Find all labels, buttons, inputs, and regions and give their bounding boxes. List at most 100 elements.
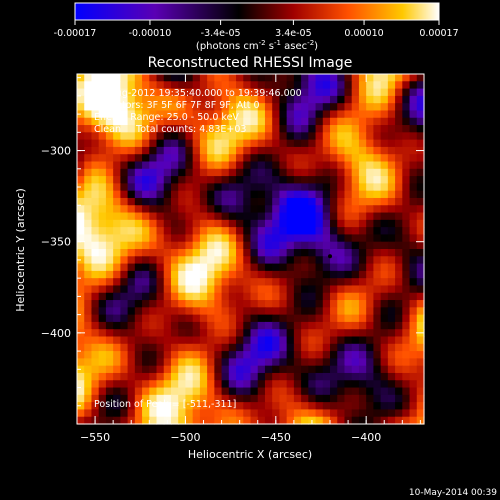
heatmap-cell — [344, 380, 353, 389]
heatmap-cell — [113, 409, 121, 418]
heatmap-cell — [214, 416, 223, 425]
heatmap-cell — [221, 278, 230, 287]
heatmap-cell — [163, 110, 172, 119]
heatmap-cell — [387, 168, 396, 177]
heatmap-cell — [149, 154, 158, 163]
heatmap-cell — [142, 416, 150, 425]
heatmap-cell — [91, 314, 100, 323]
heatmap-cell — [185, 183, 194, 192]
heatmap-cell — [395, 263, 403, 272]
heatmap-cell — [105, 409, 114, 418]
heatmap-cell — [105, 321, 114, 330]
heatmap-cell — [84, 365, 93, 374]
heatmap-cell — [214, 249, 223, 257]
heatmap-cell — [142, 278, 150, 287]
heatmap-cell — [380, 343, 389, 352]
heatmap-cell — [142, 292, 150, 301]
heatmap-cell — [228, 329, 237, 338]
heatmap-cell — [293, 300, 302, 308]
heatmap-cell — [170, 351, 179, 359]
heatmap-cell — [301, 81, 309, 90]
heatmap-cell — [113, 387, 121, 396]
heatmap-cell — [134, 292, 143, 301]
heatmap-cell — [293, 365, 302, 374]
heatmap-cell — [395, 249, 403, 257]
heatmap-cell — [344, 402, 353, 411]
heatmap-cell — [207, 278, 215, 287]
heatmap-cell — [301, 285, 309, 294]
heatmap-cell — [264, 292, 273, 301]
heatmap-cell — [105, 380, 114, 389]
heatmap-cell — [228, 212, 237, 221]
heatmap-cell — [178, 168, 187, 177]
heatmap-cell — [199, 95, 208, 104]
heatmap-cell — [272, 321, 281, 330]
heatmap-cell — [337, 146, 346, 155]
heatmap-cell — [120, 351, 129, 359]
heatmap-cell — [402, 168, 411, 177]
heatmap-cell — [199, 256, 208, 265]
heatmap-cell — [293, 132, 302, 141]
heatmap-cell — [250, 358, 259, 367]
heatmap-cell — [387, 95, 396, 104]
heatmap-cell — [301, 212, 309, 221]
heatmap-cell — [264, 387, 273, 396]
heatmap-cell — [214, 256, 223, 265]
heatmap-cell — [156, 380, 165, 389]
heatmap-cell — [380, 285, 389, 294]
heatmap-cell — [228, 358, 237, 367]
heatmap-cell — [366, 351, 374, 359]
heatmap-cell — [134, 197, 143, 206]
heatmap-cell — [409, 263, 418, 272]
heatmap-cell — [199, 249, 208, 257]
heatmap-cell — [207, 212, 215, 221]
heatmap-cell — [134, 212, 143, 221]
heatmap-cell — [322, 205, 331, 214]
heatmap-cell — [344, 190, 353, 199]
heatmap-cell — [170, 372, 179, 381]
heatmap-cell — [293, 117, 302, 126]
heatmap-cell — [264, 234, 273, 243]
heatmap-cell — [272, 234, 281, 243]
heatmap-cell — [214, 212, 223, 221]
heatmap-cell — [395, 300, 403, 308]
heatmap-cell — [293, 139, 302, 148]
heatmap-cell — [344, 358, 353, 367]
heatmap-cell — [207, 117, 215, 126]
heatmap-cell — [250, 336, 259, 345]
heatmap-cell — [178, 154, 187, 163]
heatmap-cell — [330, 234, 338, 243]
heatmap-cell — [185, 270, 194, 279]
heatmap-cell — [257, 219, 266, 228]
heatmap-cell — [120, 219, 129, 228]
annotation-counts: Clean Total counts: 4.83E+03 — [94, 124, 246, 135]
heatmap-cell — [221, 241, 230, 250]
heatmap-cell — [207, 249, 215, 257]
heatmap-cell — [77, 307, 85, 316]
heatmap-cell — [286, 197, 295, 206]
heatmap-cell — [264, 205, 273, 214]
heatmap-cell — [301, 139, 309, 148]
heatmap-cell — [387, 219, 396, 228]
heatmap-cell — [337, 161, 346, 170]
heatmap-cell — [387, 205, 396, 214]
heatmap-cell — [344, 117, 353, 126]
heatmap-cell — [380, 125, 389, 133]
heatmap-cell — [149, 249, 158, 257]
heatmap-cell — [127, 117, 136, 126]
heatmap-cell — [142, 300, 150, 308]
heatmap-cell — [243, 74, 252, 82]
heatmap-cell — [373, 321, 382, 330]
heatmap-cell — [380, 380, 389, 389]
heatmap-cell — [286, 256, 295, 265]
heatmap-cell — [207, 270, 215, 279]
heatmap-cell — [351, 154, 360, 163]
heatmap-cell — [98, 300, 107, 308]
heatmap-cell — [170, 387, 179, 396]
heatmap-cell — [149, 197, 158, 206]
heatmap-cell — [185, 81, 194, 90]
heatmap-cell — [207, 314, 215, 323]
heatmap-cell — [351, 95, 360, 104]
heatmap-cell — [344, 183, 353, 192]
heatmap-cell — [358, 300, 367, 308]
